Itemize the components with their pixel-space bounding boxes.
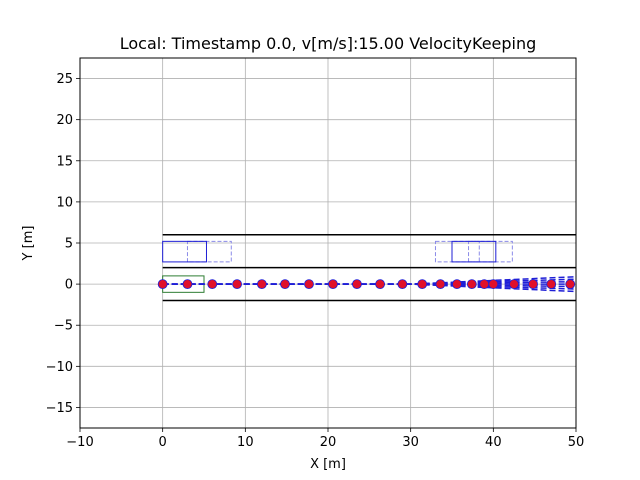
y-tick-label: 15 — [56, 154, 73, 169]
y-tick-label: 20 — [56, 113, 73, 128]
y-tick-label: 25 — [56, 72, 73, 87]
axis-ticks: −10 0 10 20 30 40 50 −15 −10 −5 0 5 10 15 20 25 — [46, 72, 585, 450]
waypoint-marker — [328, 279, 338, 290]
x-tick-label: −10 — [66, 435, 93, 450]
obstacle-vehicle-box — [162, 240, 207, 263]
waypoint-marker — [375, 279, 385, 290]
waypoint-marker — [157, 279, 168, 290]
waypoint-marker — [479, 279, 490, 290]
chart-title: Local: Timestamp 0.0, v[m/s]:15.00 Veloc… — [120, 34, 537, 53]
waypoint-marker — [546, 279, 557, 290]
waypoint-marker — [256, 279, 267, 290]
x-tick-label: 20 — [320, 435, 337, 450]
y-axis-label: Y [m] — [21, 226, 36, 262]
obstacle-vehicle-box — [451, 240, 497, 263]
waypoint-marker — [466, 279, 477, 290]
waypoint-marker — [397, 279, 408, 290]
x-tick-label: 0 — [159, 435, 167, 450]
y-tick-label: −5 — [54, 319, 73, 334]
waypoint-marker — [509, 279, 519, 290]
waypoint-marker — [182, 279, 193, 290]
x-axis-label: X [m] — [310, 457, 346, 472]
x-tick-label: 30 — [402, 435, 419, 450]
waypoint-marker — [280, 279, 290, 290]
plot-area — [157, 234, 577, 302]
waypoint-marker — [488, 279, 499, 290]
waypoint-marker — [565, 279, 576, 290]
x-tick-label: 40 — [485, 435, 502, 450]
waypoint-marker — [417, 279, 428, 290]
y-tick-label: 10 — [56, 195, 73, 210]
waypoint-marker — [528, 279, 538, 290]
y-tick-label: −10 — [46, 360, 73, 375]
x-tick-label: 50 — [568, 435, 585, 450]
candidate-trajectory — [162, 283, 577, 293]
waypoint-marker — [352, 279, 362, 290]
waypoint-marker — [435, 279, 446, 290]
waypoint-marker — [452, 279, 462, 290]
y-tick-label: −15 — [46, 401, 73, 416]
waypoint-marker — [304, 279, 314, 290]
x-tick-label: 10 — [237, 435, 254, 450]
waypoint-marker — [232, 279, 242, 290]
y-tick-label: 5 — [65, 237, 73, 252]
waypoint-marker — [207, 279, 218, 290]
y-tick-label: 0 — [65, 278, 73, 293]
obstacle-prediction-box — [186, 240, 232, 263]
